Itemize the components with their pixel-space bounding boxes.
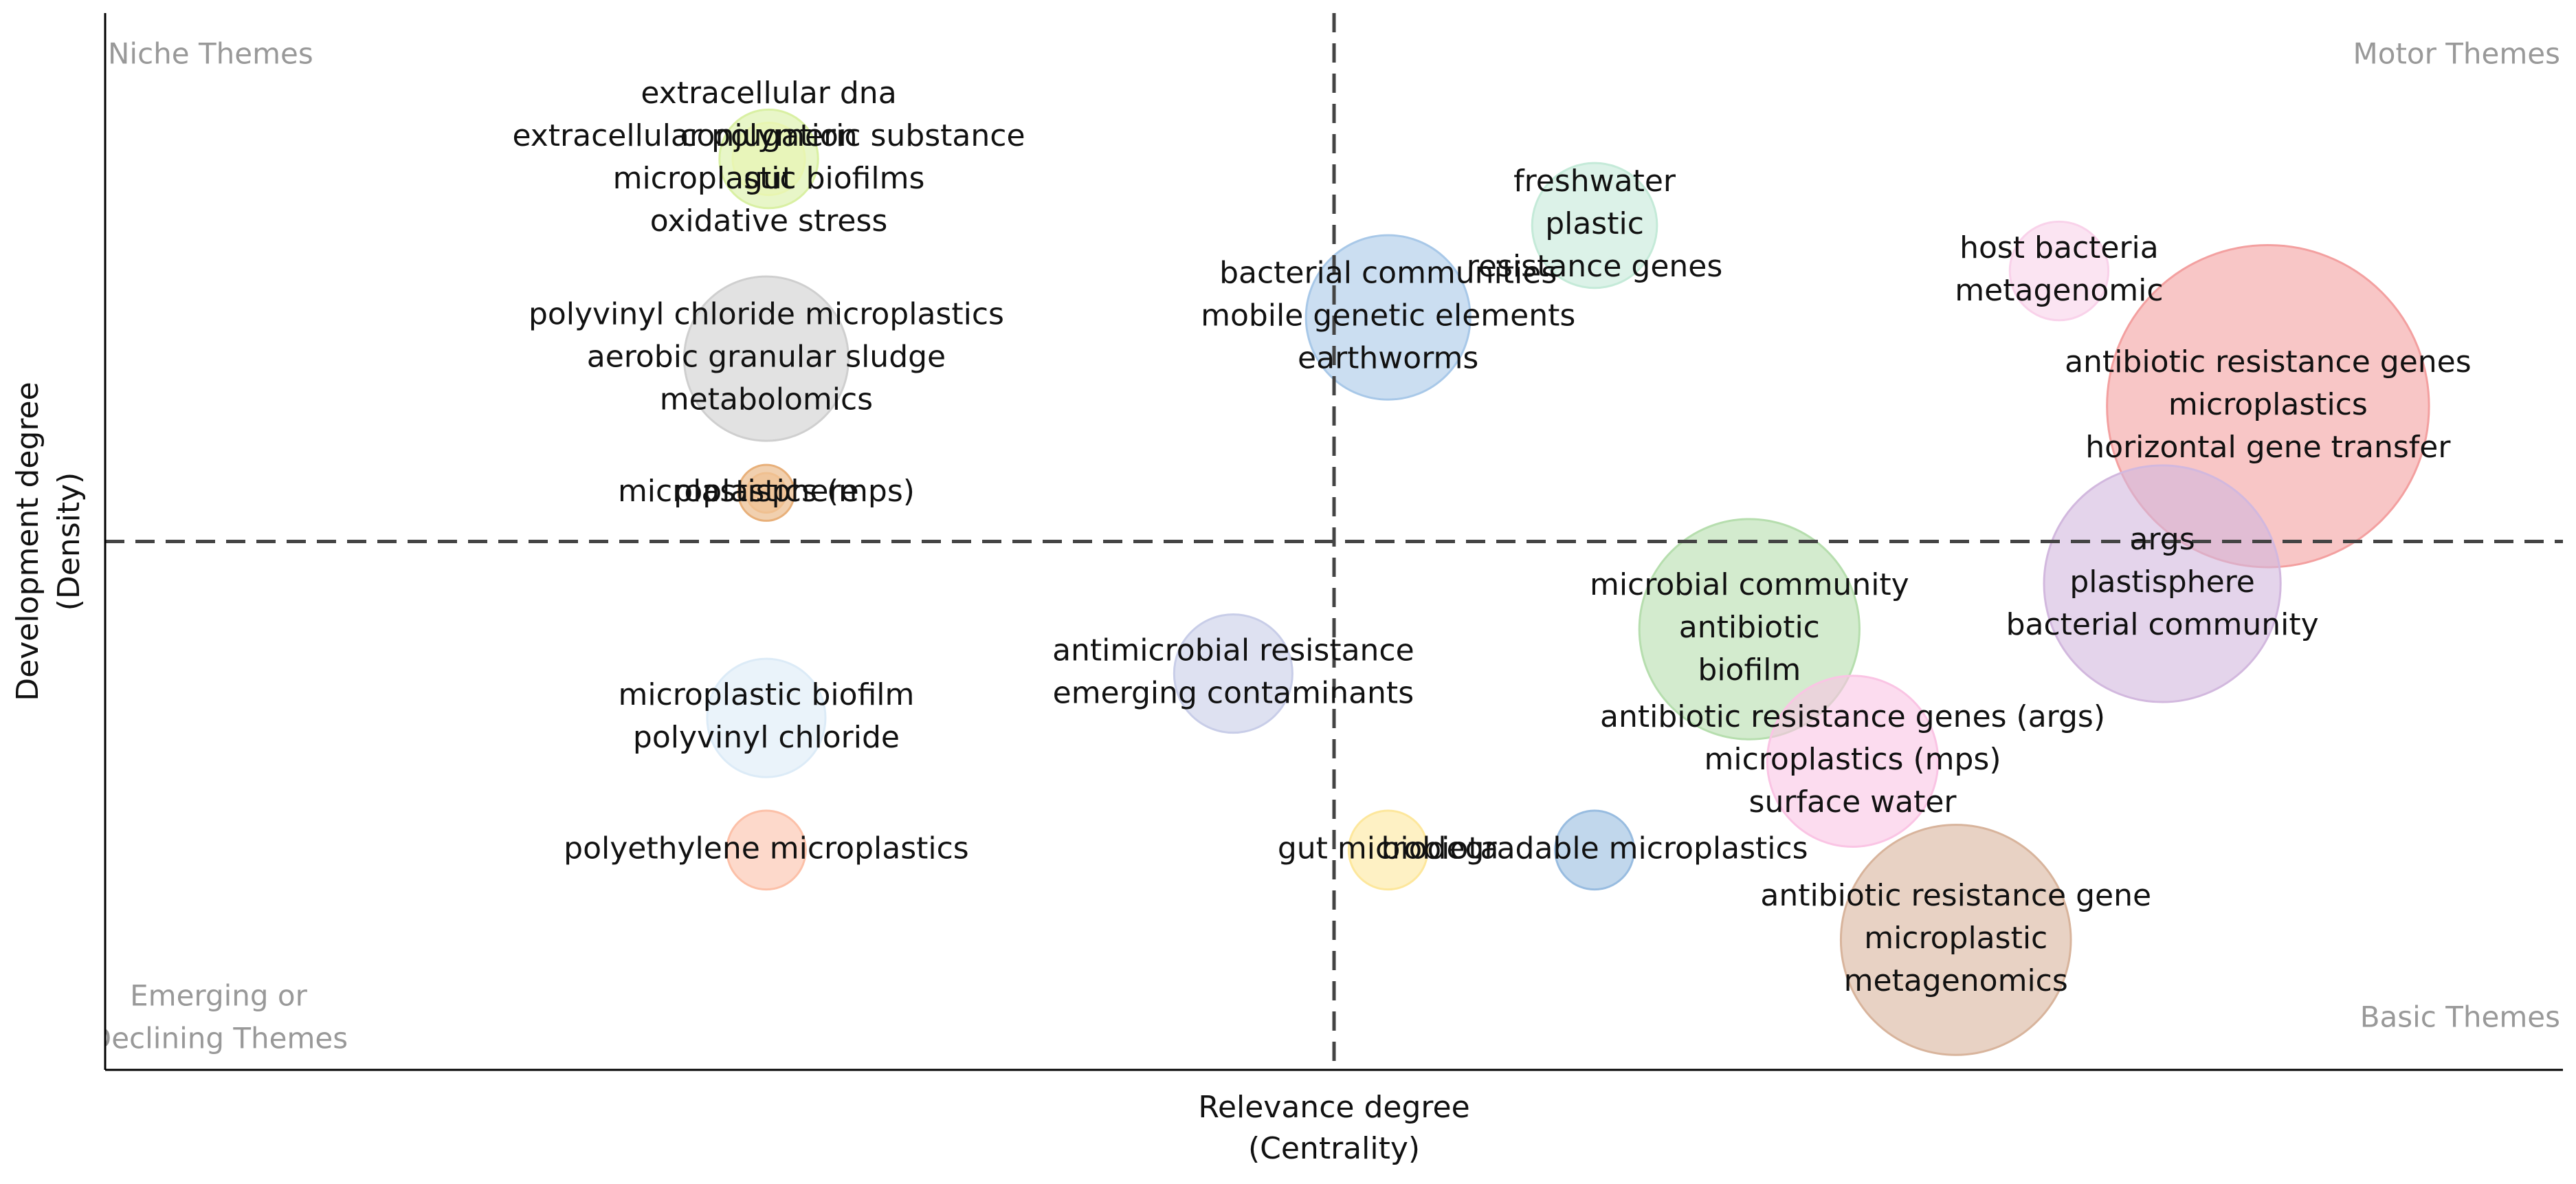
bubble — [2008, 220, 2110, 322]
bubble-label: surface water — [1749, 785, 1957, 820]
bubble-label: metagenomics — [1844, 963, 2068, 998]
bubble — [745, 472, 788, 514]
bubble-label: metabolomics — [660, 382, 873, 417]
bubble-label: microplastic biofilm — [618, 677, 914, 712]
bubble-label: resistance genes — [1467, 249, 1723, 284]
bubble-label: microplastic — [1864, 921, 2047, 956]
bubble-label: aerobic granular sludge — [587, 340, 946, 375]
quadrant-label: Basic Themes — [2360, 1000, 2560, 1034]
bubble — [726, 809, 807, 891]
bubble-label: mobile genetic elements — [1201, 298, 1575, 333]
bubble — [1173, 613, 1293, 734]
bubble-label: metagenomic — [1955, 273, 2163, 308]
y-axis-label: (Density) — [52, 472, 87, 611]
bubble-label: polyethylene microplastics — [564, 831, 969, 866]
quadrant-label: Motor Themes — [2353, 37, 2560, 71]
bubble — [682, 275, 850, 442]
labels: extracellular dna extracellular polymeric… — [10, 13, 2563, 1166]
bubble-label: gut — [744, 161, 794, 196]
bubble-label: conjugation — [680, 118, 857, 153]
bubble-label: microplastics (mps) — [1705, 742, 2001, 777]
bubble-label: plastisphere — [674, 474, 859, 509]
bubble-label: biodegradable microplastics — [1381, 831, 1808, 866]
quadrant-label: Niche Themes — [108, 37, 313, 71]
bubble-label: earthworms — [1298, 341, 1478, 376]
quadrant-label: Emerging or — [130, 979, 307, 1013]
bubble-label: bacterial community — [2006, 607, 2319, 642]
bubble-label: bacterial communities — [1219, 256, 1557, 291]
bubble — [1304, 234, 1472, 401]
bubble — [731, 122, 806, 197]
plot-area: Niche Themes Motor Themes Emerging or Decli… — [89, 13, 2563, 1070]
bubble-label: antibiotic resistance gene — [1760, 878, 2151, 913]
bubble-label: antimicrobial resistance — [1052, 633, 1414, 668]
bubble-label: horizontal gene transfer — [2085, 430, 2451, 465]
bubble-label: host bacteria — [1959, 230, 2159, 265]
bubble-label: microplastic biofilms — [613, 161, 925, 196]
bubble-label: polyvinyl chloride — [633, 720, 900, 755]
bubble — [1347, 809, 1429, 891]
x-axis-label: (Centrality) — [1248, 1131, 1420, 1166]
x-axis-label: Relevance degree — [1198, 1090, 1469, 1125]
bubble-label: microplastics — [2168, 387, 2368, 422]
bubble-label: microbial community — [1590, 567, 1909, 602]
bubble-label: emerging contaminants — [1053, 676, 1414, 711]
bubble — [1554, 809, 1635, 891]
bubble-label: extracellular polymeric substance — [512, 118, 1025, 153]
bubble-label: antibiotic resistance genes (args) — [1600, 699, 2105, 734]
bubble — [706, 657, 827, 778]
bubble — [2043, 464, 2282, 703]
bubble-label: microplastics (mps) — [618, 474, 915, 509]
bubble-label: args — [2130, 522, 2195, 557]
bubble-label: plastisphere — [2069, 564, 2255, 600]
bubble-label: extracellular dna — [641, 76, 896, 111]
bubble — [1766, 675, 1940, 848]
y-axis-label: Development degree — [10, 382, 45, 701]
bubble-label: freshwater — [1513, 164, 1676, 199]
bubble-label: antibiotic resistance genes — [2065, 344, 2472, 380]
bubble-label: biofilm — [1698, 653, 1801, 688]
quadrant-label: Declining Themes — [89, 1022, 348, 1055]
bubble — [1638, 518, 1861, 741]
bubble — [1531, 162, 1658, 289]
bubble-label: antibiotic — [1679, 610, 1820, 645]
bubble-label: oxidative stress — [650, 204, 888, 239]
bubble — [1839, 824, 2072, 1056]
bubble-label: gut microbiota — [1278, 831, 1499, 866]
bubble-label: plastic — [1545, 206, 1644, 241]
bubble-label: polyvinyl chloride microplastics — [529, 297, 1004, 332]
